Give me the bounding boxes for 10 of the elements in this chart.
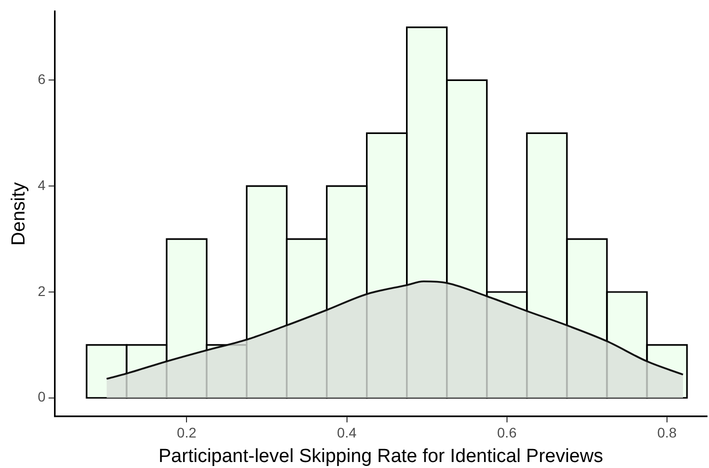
x-axis-title: Participant-level Skipping Rate for Identical Previews: [158, 446, 604, 467]
x-tick-label: 0.6: [497, 424, 517, 441]
x-tick-label: 0.2: [176, 424, 197, 441]
y-tick-label: 4: [38, 176, 46, 193]
x-tick-label: 0.4: [337, 424, 357, 441]
y-axis-title: Density: [8, 182, 30, 246]
x-tick-label: 0.8: [657, 424, 677, 441]
y-tick-label: 0: [38, 388, 46, 405]
y-tick-label: 6: [38, 71, 46, 88]
y-tick-label: 2: [38, 282, 46, 299]
